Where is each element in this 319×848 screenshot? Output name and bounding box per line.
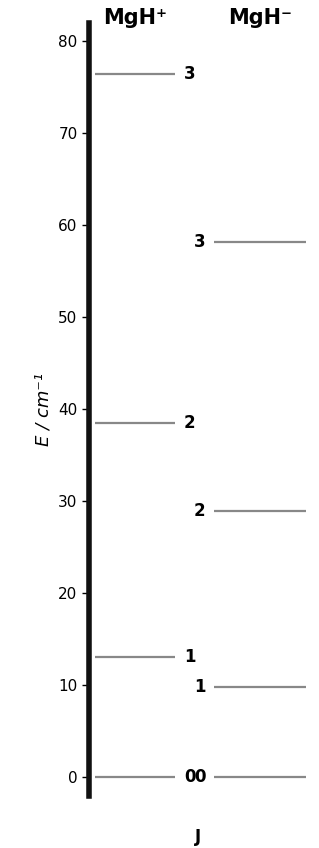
Text: 1: 1: [184, 648, 196, 666]
Text: 2: 2: [184, 415, 196, 432]
Text: MgH⁺: MgH⁺: [103, 8, 167, 28]
Text: 3: 3: [194, 233, 205, 251]
Text: 2: 2: [194, 502, 205, 520]
Text: 0: 0: [184, 768, 196, 786]
Text: 3: 3: [184, 64, 196, 82]
Text: 0: 0: [194, 768, 205, 786]
Text: 1: 1: [194, 678, 205, 696]
Text: MgH⁻: MgH⁻: [228, 8, 292, 28]
Y-axis label: E / cm⁻¹: E / cm⁻¹: [34, 373, 53, 446]
Text: J: J: [195, 828, 201, 846]
